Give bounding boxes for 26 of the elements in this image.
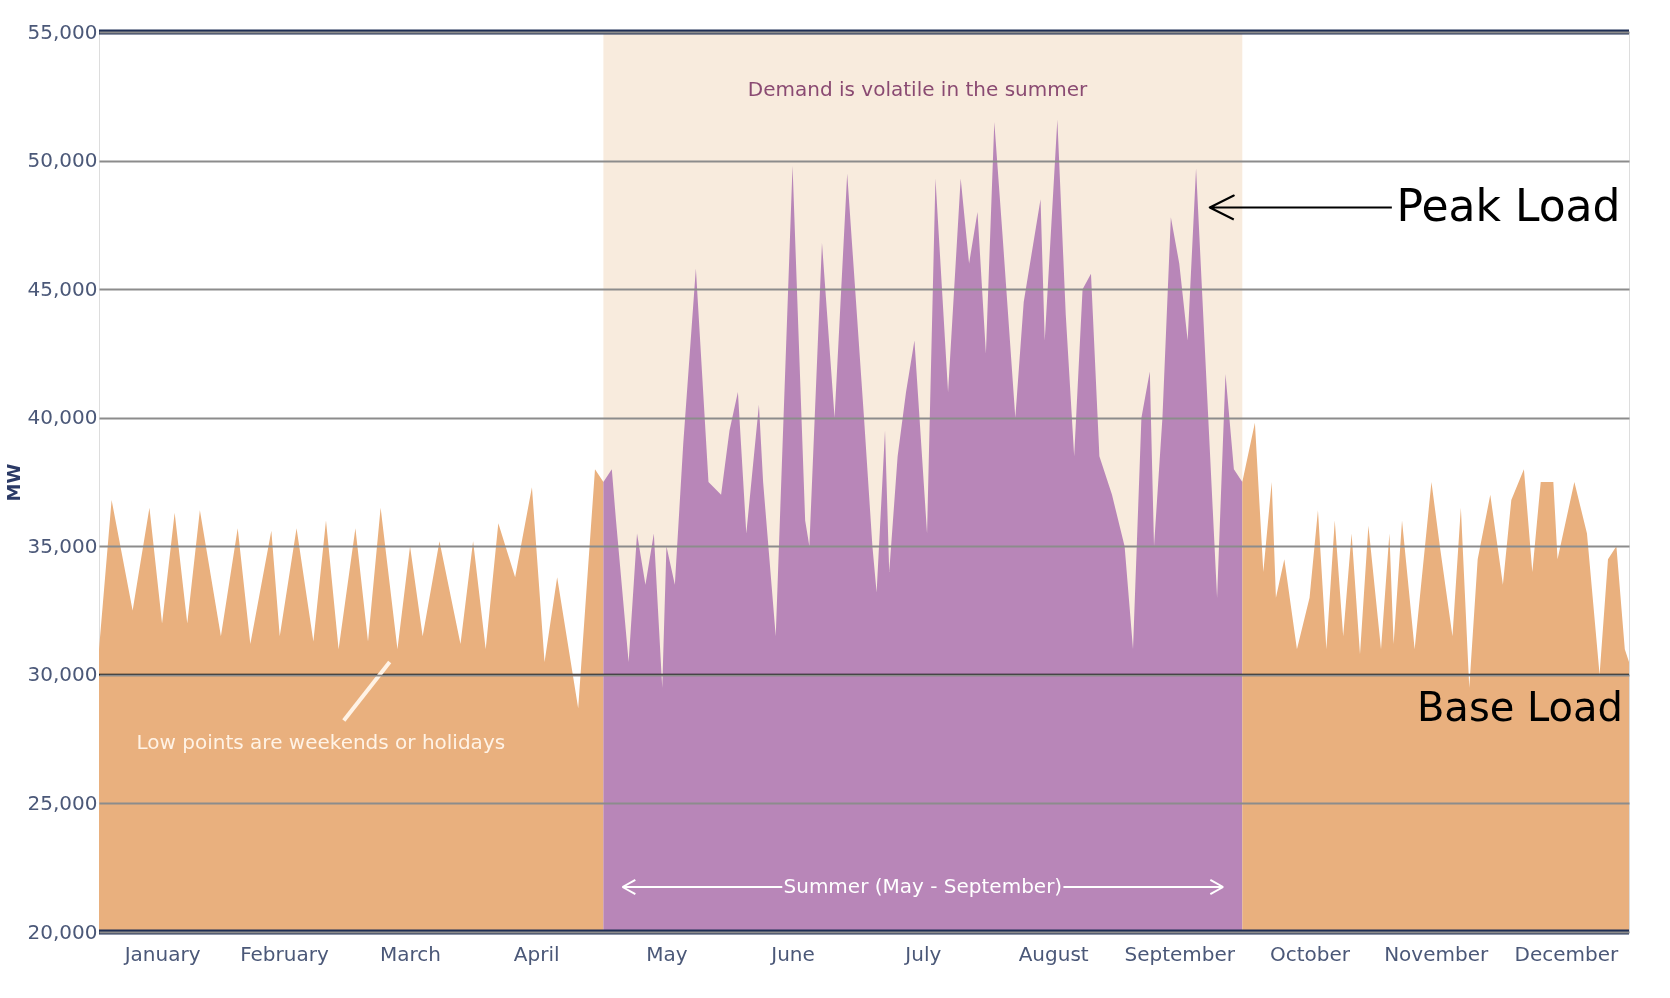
y-tick-label: 40,000: [27, 405, 98, 430]
y-axis-title: MW: [2, 463, 24, 502]
y-tick-label: 20,000: [27, 919, 98, 944]
x-tick-label: February: [240, 941, 329, 966]
y-tick-label: 30,000: [27, 662, 98, 687]
x-tick-label: November: [1384, 941, 1489, 966]
y-tick-label: 35,000: [27, 533, 98, 558]
y-tick-label: 50,000: [27, 148, 98, 173]
y-tick-label: 45,000: [27, 276, 98, 301]
x-tick-label: August: [1018, 941, 1089, 966]
annotation: Low points are weekends or holidays: [136, 730, 506, 754]
ref-line-label: Base Load: [1416, 683, 1623, 730]
x-tick-label: March: [380, 941, 442, 966]
y-tick-label: 25,000: [27, 790, 98, 815]
annotation: Demand is volatile in the summer: [747, 76, 1089, 101]
x-tick-label: January: [122, 941, 201, 966]
x-tick-label: April: [513, 941, 560, 966]
y-tick-label: 55,000: [27, 19, 98, 44]
x-tick-label: July: [903, 941, 942, 966]
x-tick-label: December: [1514, 941, 1620, 966]
annotation: Peak Load: [1396, 179, 1621, 231]
x-tick-label: October: [1270, 941, 1351, 966]
x-tick-label: May: [646, 941, 688, 966]
band-label: Summer (May - September): [783, 874, 1063, 898]
x-tick-label: June: [769, 941, 815, 966]
x-tick-label: September: [1124, 941, 1236, 966]
